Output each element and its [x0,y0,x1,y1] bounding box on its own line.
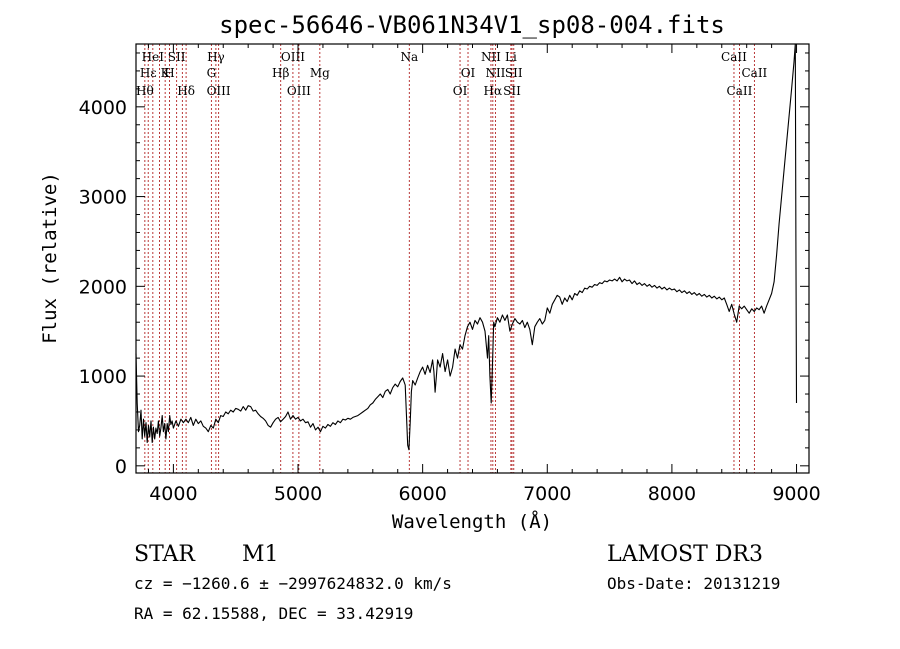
spectral-line-label: NII [481,50,501,64]
y-axis-label: Flux (relative) [39,172,61,344]
chart-title: spec-56646-VB061N34V1_sp08-004.fits [219,11,725,39]
spectral-line-label: CaII [741,66,767,80]
x-tick-label: 8000 [648,483,696,505]
coordinates-readout: RA = 62.15588, DEC = 33.42919 [134,604,413,623]
spectral-line-label: OIII [281,50,305,64]
spectral-line-markers [144,44,755,473]
spectral-line-label: NII [485,66,505,80]
observation-date: Obs-Date: 20131219 [607,574,780,593]
spectral-line-label: Li [505,50,517,64]
spectral-line-label: OI [461,66,476,80]
spectral-line-label: CaII [721,50,747,64]
survey-name: LAMOST DR3 [607,542,763,567]
spectral-line-label: Hθ [136,84,154,98]
x-axis-label: Wavelength (Å) [392,510,552,533]
spectral-line-label: OIII [207,84,231,98]
spectral-line-labels: Hθ Hε HeI KH SII Hδ G Hγ OIII Hβ OIII OIII Mg Na OI OI N… [136,50,768,98]
spectral-line-label: G [207,66,217,80]
y-tick-label: 3000 [79,187,127,209]
spectral-line-label: HeI [142,50,165,64]
spectral-line-label: Hα [484,84,503,98]
spectral-line-label: Na [400,50,418,64]
spectral-line-label: Hε [140,66,157,80]
object-subclass: M1 [242,542,279,567]
spectral-line-label: SII [503,84,521,98]
y-axis-ticks: 0 1000 2000 3000 4000 [79,52,809,478]
x-tick-label: 9000 [772,483,820,505]
redshift-readout: cz = −1260.6 ± −2997624832.0 km/s [134,574,452,593]
x-tick-label: 6000 [398,483,446,505]
spectral-line-label: OIII [287,84,311,98]
spectrum-series [135,43,798,451]
spectral-line-label: H [164,66,174,80]
y-tick-label: 1000 [79,366,127,388]
spectrum-line [135,43,798,451]
x-tick-label: 4000 [149,483,197,505]
spectral-line-label: SII [168,50,186,64]
x-tick-label: 7000 [523,483,571,505]
spectral-line-label: Hδ [177,84,195,98]
spectral-line-label: Mg [310,66,330,80]
object-class: STAR [134,542,196,567]
x-tick-label: 5000 [274,483,322,505]
spectral-line-label: K [161,66,171,80]
spectral-line-label: Hγ [207,50,225,64]
spectral-line-label: CaII [727,84,753,98]
y-tick-label: 2000 [79,276,127,298]
spectral-line-label: SII [505,66,523,80]
spectral-line-label: OI [453,84,468,98]
y-tick-label: 4000 [79,97,127,119]
x-axis-ticks: 4000 5000 6000 7000 8000 9000 [147,44,821,505]
spectral-line-label: Hβ [272,66,289,80]
y-tick-label: 0 [115,456,127,478]
